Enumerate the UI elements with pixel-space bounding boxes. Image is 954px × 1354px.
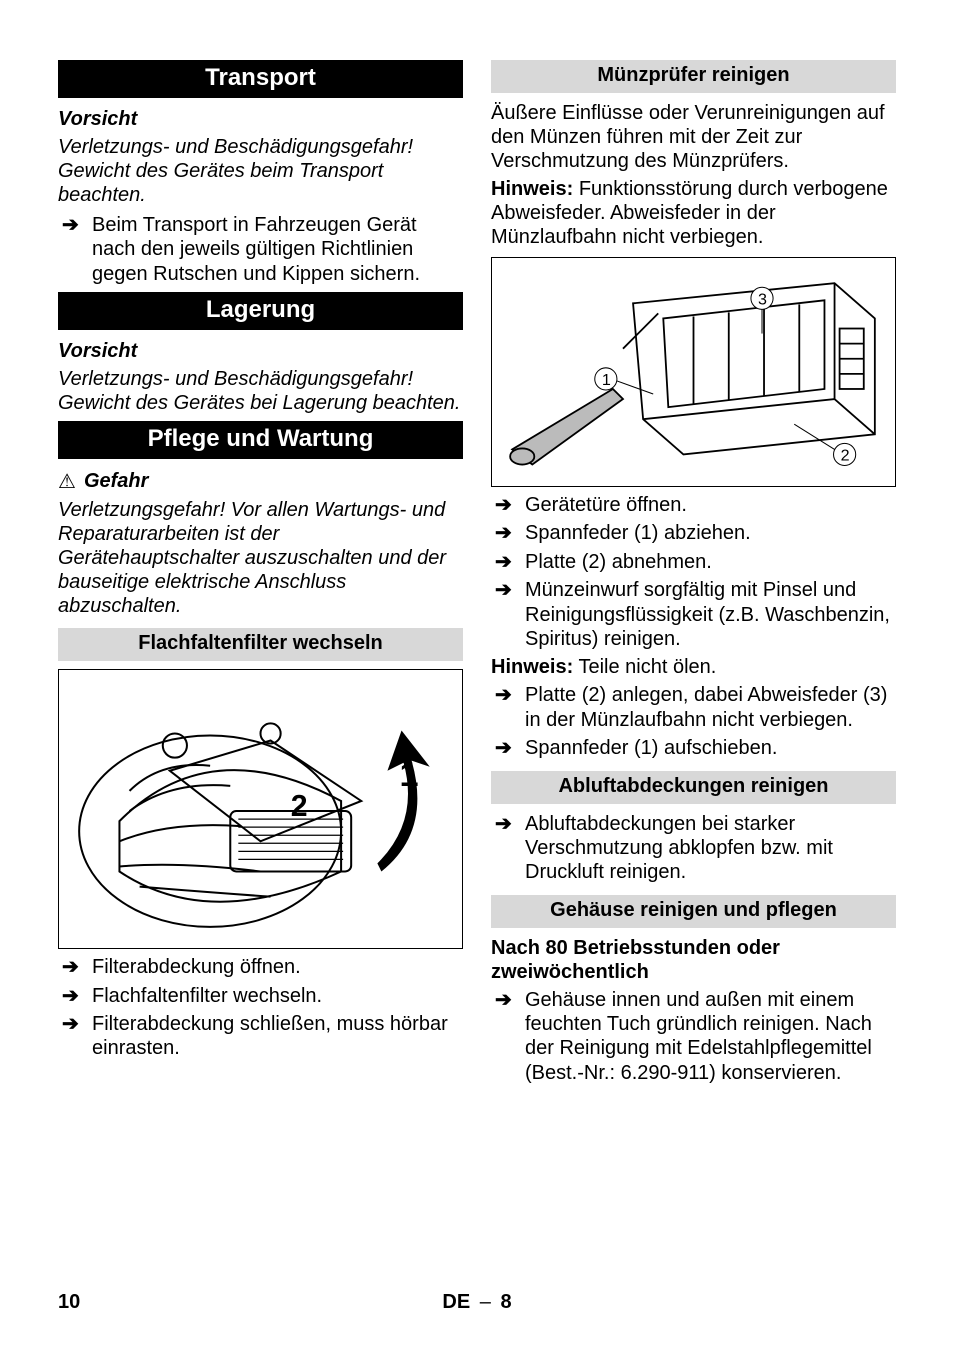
list-item: ➔ Platte (2) anlegen, dabei Abweisfeder (… [491,683,896,732]
hinweis-text: Teile nicht ölen. [578,656,716,678]
subheading-abluft: Abluftabdeckungen reinigen [491,771,896,804]
warning-pflege: Verletzungsgefahr! Vor allen Wartungs- u… [58,498,463,618]
list-item-text: Beim Transport in Fahrzeugen Gerät nach … [92,214,420,285]
list-item-text: Münzeinwurf sorgfältig mit Pinsel und Re… [525,579,890,650]
figure-filter: 1 2 [58,669,463,949]
bullets-abluft: ➔ Abluftabdeckungen bei starker Verschmut… [491,812,896,885]
filter-illustration: 1 2 [59,670,462,952]
arrow-icon: ➔ [62,213,79,237]
page-footer: 10 DE – 8 [0,1291,954,1314]
para-interval: Nach 80 Betriebsstunden oder zweiwöchent… [491,936,896,984]
list-item-text: Flachfaltenfilter wechseln. [92,985,322,1007]
arrow-icon: ➔ [495,550,512,574]
arrow-icon: ➔ [495,988,512,1012]
list-item-text: Filterabdeckung schließen, muss hörbar e… [92,1013,448,1059]
list-item-text: Gerätetüre öffnen. [525,494,687,516]
arrow-icon: ➔ [495,493,512,517]
list-item-text: Filterabdeckung öffnen. [92,956,301,978]
subheading-vorsicht-2: Vorsicht [58,340,463,363]
left-column: Transport Vorsicht Verletzungs- und Besc… [58,60,463,1089]
subheading-gehaeuse: Gehäuse reinigen und pflegen [491,895,896,928]
list-item: ➔ Abluftabdeckungen bei starker Verschmut… [491,812,896,885]
list-item: ➔ Filterabdeckung schließen, muss hörbar … [58,1012,463,1061]
arrow-icon: ➔ [495,736,512,760]
arrow-icon: ➔ [62,1012,79,1036]
heading-pflege: Pflege und Wartung [58,421,463,459]
list-item: ➔ Gehäuse innen und außen mit einem feuch… [491,988,896,1086]
warning-icon: ⚠ [58,469,76,494]
figure-label-2: 2 [841,447,850,465]
para-muenz-intro: Äußere Einflüsse oder Verunreinigungen a… [491,101,896,173]
arrow-icon: ➔ [62,955,79,979]
bullets-muenz-1: ➔ Gerätetüre öffnen. ➔ Spannfeder (1) abzi… [491,493,896,651]
coin-validator-illustration: 1 2 3 [492,258,895,490]
columns: Transport Vorsicht Verletzungs- und Besc… [58,60,896,1089]
subheading-flachfaltenfilter: Flachfaltenfilter wechseln [58,628,463,661]
list-item: ➔ Gerätetüre öffnen. [491,493,896,517]
list-item-text: Platte (2) abnehmen. [525,551,712,573]
list-item-text: Spannfeder (1) abziehen. [525,522,751,544]
subheading-vorsicht-1: Vorsicht [58,108,463,131]
list-item: ➔ Flachfaltenfilter wechseln. [58,984,463,1008]
arrow-icon: ➔ [495,578,512,602]
figure-label-2: 2 [291,790,308,823]
bullets-transport: ➔ Beim Transport in Fahrzeugen Gerät nach… [58,213,463,286]
bullets-filter: ➔ Filterabdeckung öffnen. ➔ Flachfaltenfil… [58,955,463,1061]
hinweis-1: Hinweis: Funktionsstörung durch verbogen… [491,177,896,249]
list-item: ➔ Spannfeder (1) abziehen. [491,521,896,545]
list-item: ➔ Filterabdeckung öffnen. [58,955,463,979]
footer-dash: – [480,1291,491,1313]
subheading-gefahr: Gefahr [84,470,148,493]
bullets-muenz-2: ➔ Platte (2) anlegen, dabei Abweisfeder (… [491,683,896,760]
heading-lagerung: Lagerung [58,292,463,330]
list-item-text: Platte (2) anlegen, dabei Abweisfeder (3… [525,684,887,730]
list-item-text: Abluftabdeckungen bei starker Verschmutz… [525,813,833,884]
page-number-center: 8 [500,1291,511,1313]
list-item: ➔ Beim Transport in Fahrzeugen Gerät nach… [58,213,463,286]
figure-coin-validator: 1 2 3 [491,257,896,487]
hinweis-label: Hinweis: [491,178,573,200]
warning-lagerung: Verletzungs- und Beschädigungsgefahr! Ge… [58,367,463,415]
arrow-icon: ➔ [495,683,512,707]
hinweis-label: Hinweis: [491,656,573,678]
list-item: ➔ Platte (2) abnehmen. [491,550,896,574]
figure-label-1: 1 [602,371,611,389]
figure-label-3: 3 [758,290,767,308]
right-column: Münzprüfer reinigen Äußere Einflüsse ode… [491,60,896,1089]
list-item-text: Spannfeder (1) aufschieben. [525,737,777,759]
page: Transport Vorsicht Verletzungs- und Besc… [0,0,954,1354]
list-item: ➔ Münzeinwurf sorgfältig mit Pinsel und R… [491,578,896,651]
arrow-icon: ➔ [62,984,79,1008]
heading-transport: Transport [58,60,463,98]
hinweis-2: Hinweis: Teile nicht ölen. [491,655,896,679]
danger-row: ⚠ Gefahr [58,469,463,494]
list-item: ➔ Spannfeder (1) aufschieben. [491,736,896,760]
page-number-left: 10 [58,1291,80,1314]
list-item-text: Gehäuse innen und außen mit einem feucht… [525,989,872,1084]
figure-label-1: 1 [400,756,419,794]
footer-lang: DE – 8 [442,1291,511,1314]
arrow-icon: ➔ [495,521,512,545]
warning-transport: Verletzungs- und Beschädigungsgefahr! Ge… [58,135,463,207]
footer-lang-code: DE [442,1291,470,1313]
arrow-icon: ➔ [495,812,512,836]
subheading-muenzpruefer: Münzprüfer reinigen [491,60,896,93]
bullets-gehaeuse: ➔ Gehäuse innen und außen mit einem feuch… [491,988,896,1086]
